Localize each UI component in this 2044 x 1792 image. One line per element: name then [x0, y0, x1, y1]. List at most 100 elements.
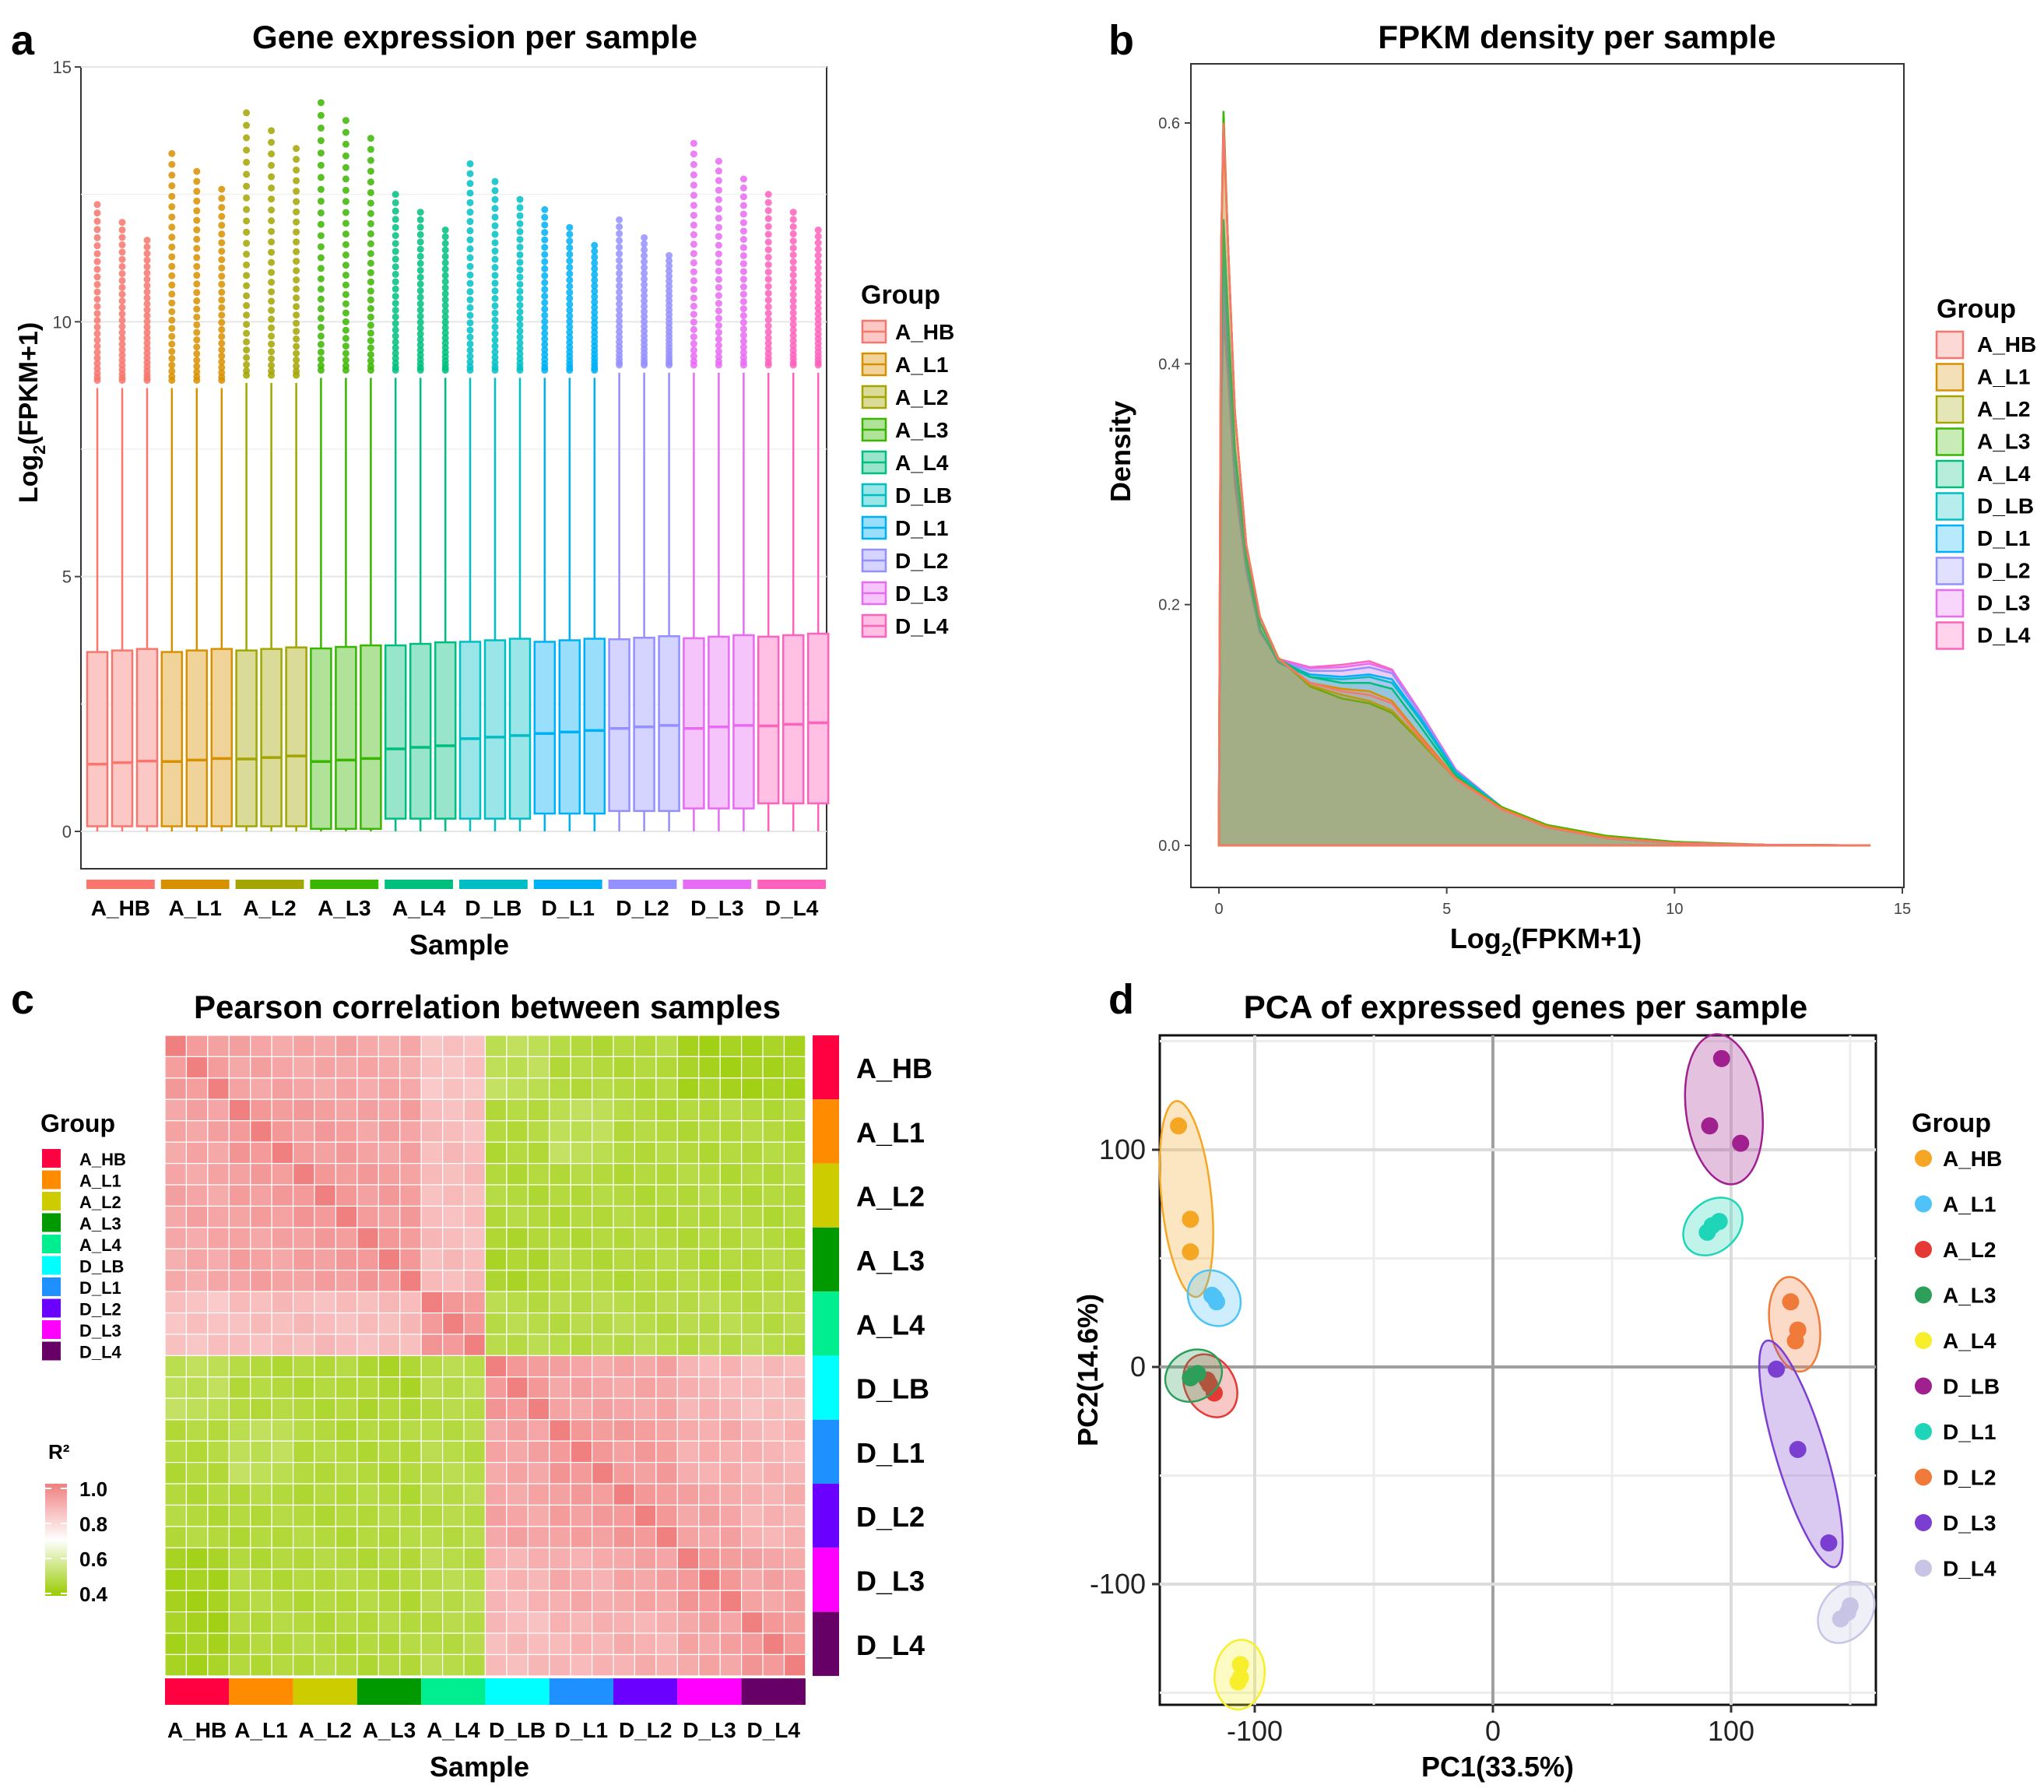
panel-c-cell	[676, 1419, 700, 1442]
panel-a-outlier-point	[118, 248, 126, 256]
panel-a-outlier-point	[93, 226, 101, 234]
panel-d-legend-label: D_L1	[1943, 1420, 1996, 1444]
panel-c-cell	[570, 1248, 593, 1271]
panel-a-outlier-point	[193, 235, 201, 243]
panel-a-outlier-point	[441, 284, 449, 292]
panel-c-cell	[506, 1569, 529, 1591]
panel-c-cell	[250, 1440, 272, 1463]
panel-a-outlier-point	[591, 298, 599, 306]
panel-a-box	[409, 209, 432, 831]
panel-a-outlier-point	[143, 237, 151, 244]
panel-a-outlier-point	[516, 280, 524, 288]
panel-c-cell	[185, 1077, 209, 1100]
panel-c-cell	[164, 1397, 188, 1421]
panel-c-cell	[271, 1461, 294, 1485]
panel-a-outlier-point	[118, 346, 126, 353]
panel-c-cell	[741, 1141, 764, 1165]
panel-c-side-strip	[813, 1035, 839, 1100]
panel-a-outlier-point	[93, 250, 101, 258]
panel-a-outlier-point	[416, 273, 424, 281]
panel-a-outlier-point	[441, 278, 449, 286]
panel-c-cell	[741, 1035, 764, 1058]
panel-a-outlier-point	[392, 350, 399, 357]
panel-c-col-label: A_L3	[363, 1718, 416, 1742]
panel-c-cell	[292, 1504, 315, 1527]
panel-c-cell	[292, 1397, 315, 1421]
panel-a-outlier-point	[566, 323, 574, 331]
panel-c-cell	[356, 1333, 379, 1357]
panel-c-cell	[228, 1653, 251, 1677]
panel-c-cell	[762, 1227, 785, 1249]
panel-c-cell	[549, 1333, 571, 1357]
panel-c-cell	[762, 1376, 785, 1399]
panel-a-outlier-point	[690, 333, 697, 341]
panel-c-cell	[484, 1035, 507, 1058]
panel-a-outlier-point	[218, 264, 226, 272]
panel-a-outlier-point	[143, 294, 151, 302]
panel-a-box	[360, 135, 382, 831]
panel-c-cell	[591, 1291, 614, 1314]
panel-c-cell	[762, 1483, 785, 1506]
panel-d-point	[1820, 1534, 1838, 1551]
panel-c-col-label: A_L4	[427, 1718, 480, 1742]
panel-c-cell	[399, 1333, 422, 1357]
panel-c-cell	[613, 1120, 636, 1143]
panel-a-outlier-point	[541, 341, 549, 349]
panel-c-cell	[634, 1590, 657, 1613]
panel-c-cell	[228, 1098, 251, 1122]
panel-a-outlier-point	[566, 343, 574, 351]
panel-a-outlier-point	[566, 312, 574, 320]
panel-c-cell	[762, 1397, 785, 1421]
panel-a-outlier-point	[193, 197, 201, 205]
panel-c-cell	[719, 1035, 743, 1058]
panel-c-cell	[698, 1077, 721, 1100]
panel-a-x-category: A_HB	[91, 896, 150, 920]
panel-c-cell	[441, 1098, 465, 1122]
panel-a-outlier-point	[616, 294, 623, 302]
panel-c-cell	[228, 1632, 251, 1656]
panel-c-legend-key	[42, 1320, 61, 1339]
panel-c-cell	[698, 1227, 721, 1249]
panel-a-outlier-point	[317, 332, 325, 340]
panel-c-cell	[356, 1397, 379, 1421]
panel-a-y-tick: 10	[53, 312, 72, 332]
panel-a-outlier-point	[541, 351, 549, 359]
panel-c-cell	[378, 1653, 401, 1677]
panel-c-cell	[591, 1120, 614, 1143]
panel-c-cell	[762, 1504, 785, 1527]
panel-a-outlier-point	[317, 99, 325, 107]
panel-a-outlier-point	[441, 301, 449, 309]
panel-a-outlier-point	[739, 305, 747, 313]
panel-c-cell	[591, 1205, 614, 1228]
panel-c-col-label: D_LB	[489, 1718, 546, 1742]
panel-a-outlier-point	[690, 325, 697, 333]
panel-c-cell	[783, 1056, 806, 1079]
panel-a-outlier-point	[516, 355, 524, 363]
panel-a-outlier-point	[641, 292, 648, 300]
panel-a-outlier-point	[789, 284, 797, 292]
panel-c-cell	[207, 1632, 230, 1656]
panel-a-outlier-point	[466, 363, 474, 371]
panel-a-outlier-point	[193, 297, 201, 305]
panel-a-outlier-point	[243, 311, 251, 319]
panel-c-cell	[463, 1569, 486, 1591]
panel-a-outlier-point	[764, 290, 772, 297]
panel-a-outlier-point	[764, 215, 772, 223]
panel-c-cell	[399, 1291, 422, 1314]
panel-a-outlier-point	[814, 330, 822, 338]
panel-c-cell	[634, 1248, 657, 1271]
panel-c-cell	[314, 1376, 337, 1399]
panel-c-cell	[783, 1270, 806, 1292]
panel-a-outlier-point	[441, 307, 449, 315]
panel-a-outlier-point	[491, 309, 499, 317]
panel-a-outlier-point	[293, 362, 300, 370]
panel-a-box	[757, 191, 780, 831]
panel-c-cell	[356, 1611, 379, 1634]
panel-b-legend-label: D_L1	[1977, 526, 2030, 550]
panel-a-outlier-point	[143, 350, 151, 357]
panel-c-legend-label: A_L4	[79, 1235, 122, 1255]
panel-c-cell	[463, 1504, 486, 1527]
panel-c-cell	[591, 1397, 614, 1421]
